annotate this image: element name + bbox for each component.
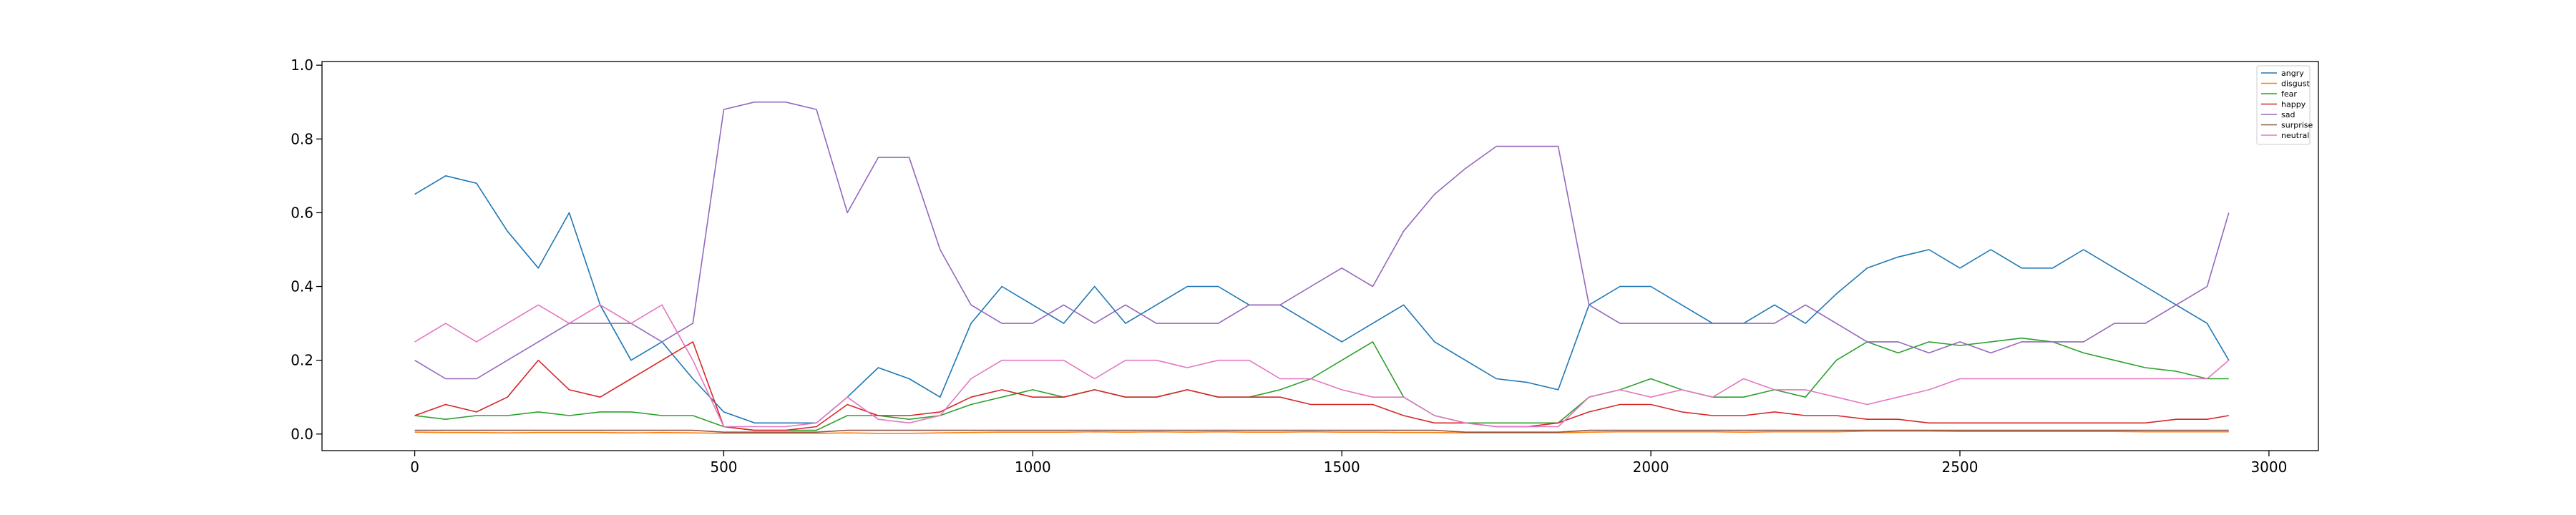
axes-frame [321, 61, 2319, 451]
y-tick-label: 0.6 [291, 204, 313, 221]
y-tick-label: 0.2 [291, 352, 313, 369]
series-line-fear [414, 337, 2229, 431]
legend-label-surprise: surprise [2281, 121, 2313, 130]
series-line-neutral [414, 304, 2230, 428]
series-line-happy [414, 341, 2229, 431]
legend-label-sad: sad [2281, 110, 2295, 119]
y-tick-label: 0.8 [291, 130, 313, 147]
series-line-sad [414, 101, 2230, 380]
x-tick-label: 1500 [1324, 458, 1360, 476]
y-tick-label: 0.0 [291, 426, 313, 443]
plot-area [321, 61, 2319, 451]
legend-label-fear: fear [2281, 89, 2297, 99]
legend-label-angry: angry [2281, 69, 2304, 78]
legend-label-happy: happy [2281, 100, 2306, 109]
y-tick-label: 1.0 [291, 57, 313, 74]
series-line-disgust [414, 430, 2229, 434]
x-tick-label: 2500 [1942, 458, 1979, 476]
y-tick-label: 0.4 [291, 278, 313, 295]
x-axis: 0 500 1000 1500 2000 2500 3000 [410, 451, 2287, 476]
series-line-angry [414, 175, 2230, 424]
x-tick-label: 3000 [2250, 458, 2287, 476]
x-tick-label: 500 [710, 458, 737, 476]
x-tick-label: 0 [410, 458, 419, 476]
x-tick-label: 1000 [1015, 458, 1051, 476]
y-axis: 0.0 0.2 0.4 0.6 0.8 1.0 [291, 57, 322, 443]
series-line-surprise [414, 429, 2229, 433]
x-tick-label: 2000 [1633, 458, 1669, 476]
legend-label-disgust: disgust [2281, 79, 2310, 89]
legend-label-neutral: neutral [2281, 131, 2309, 140]
